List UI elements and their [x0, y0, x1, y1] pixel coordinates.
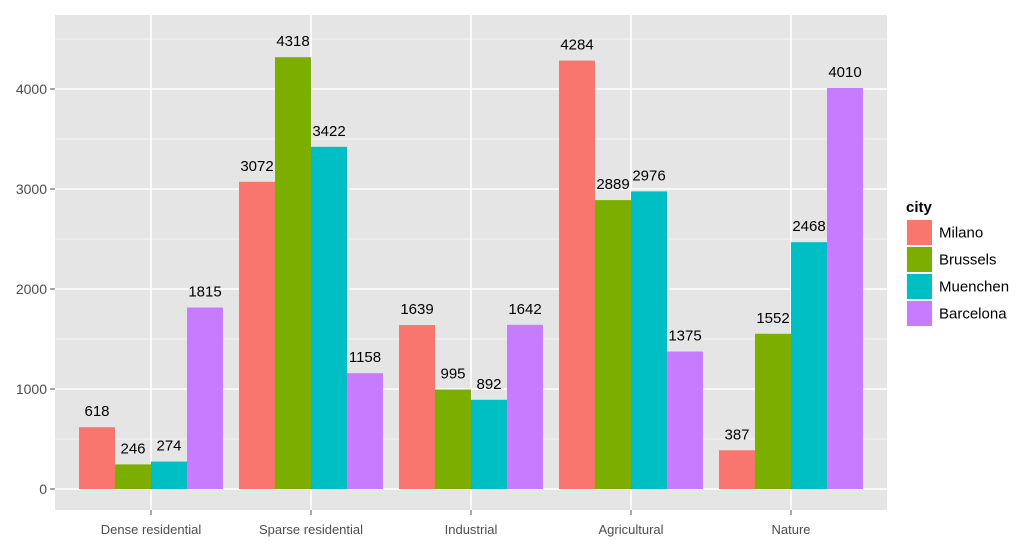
bar-value-label: 1639 [400, 301, 433, 318]
bar [559, 60, 595, 489]
bar [471, 399, 507, 489]
bar-value-label: 1642 [508, 301, 541, 318]
bar-value-label: 387 [724, 426, 749, 443]
bar [275, 57, 311, 489]
bar [239, 181, 275, 490]
bar [667, 351, 703, 489]
bar-value-label: 1375 [668, 328, 701, 345]
bar [719, 450, 755, 489]
bar [595, 200, 631, 489]
legend-label: Brussels [939, 252, 997, 269]
legend-label: Muenchen [939, 279, 1009, 296]
bar-value-label: 2468 [792, 218, 825, 235]
legend-item: Milano [905, 218, 983, 247]
bar [399, 325, 435, 489]
bar-value-label: 1552 [756, 310, 789, 327]
bar-value-label: 274 [156, 438, 181, 455]
x-tick-label: Industrial [445, 522, 498, 537]
legend-item: Barcelona [905, 299, 1007, 328]
bar [631, 191, 667, 489]
y-tick-label: 3000 [16, 181, 47, 197]
bar-value-labels: 618 246 274 1815 3072 4318 3422 1158 1639 995 892 1… [84, 33, 861, 457]
bars [79, 57, 863, 490]
y-tick-label: 0 [39, 481, 47, 497]
y-axis: 0 1000 2000 3000 4000 [16, 81, 55, 497]
bar [347, 373, 383, 489]
bar [827, 88, 863, 489]
y-tick-label: 4000 [16, 81, 47, 97]
legend-swatch [907, 301, 932, 326]
y-tick-label: 2000 [16, 281, 47, 297]
bar-value-label: 246 [120, 440, 145, 457]
legend-swatch [907, 220, 932, 245]
bar-value-label: 4010 [828, 64, 861, 81]
legend-label: Milano [939, 225, 983, 242]
bar-value-label: 4318 [276, 33, 309, 50]
bar-value-label: 2889 [596, 176, 629, 193]
legend: city Milano Brussels Muenchen Barcelona [905, 199, 1009, 328]
bar [311, 146, 347, 490]
x-tick-label: Agricultural [598, 522, 663, 537]
bar-value-label: 892 [476, 376, 501, 393]
legend-title: city [906, 199, 933, 216]
bar [755, 333, 791, 489]
bar-value-label: 618 [84, 403, 109, 420]
legend-item: Brussels [905, 245, 997, 274]
x-tick-label: Sparse residential [259, 522, 363, 537]
bar-value-label: 1158 [349, 349, 381, 366]
bar [79, 427, 115, 489]
legend-swatch [907, 247, 932, 272]
legend-label: Barcelona [939, 306, 1007, 323]
bar-value-label: 995 [440, 366, 465, 383]
y-tick-label: 1000 [16, 381, 47, 397]
x-axis: Dense residential Sparse residential Indus… [101, 510, 811, 537]
bar [151, 461, 187, 489]
legend-swatch [907, 274, 932, 299]
bar [187, 307, 223, 489]
legend-item: Muenchen [905, 272, 1009, 301]
bar [115, 464, 151, 489]
x-tick-label: Dense residential [101, 522, 202, 537]
bar-value-label: 3072 [240, 158, 273, 175]
bar [791, 242, 827, 489]
bar-value-label: 2976 [632, 167, 665, 184]
bar-value-label: 4284 [560, 37, 593, 54]
bar-value-label: 3422 [312, 123, 345, 140]
bar-value-label: 1815 [188, 284, 221, 301]
x-tick-label: Nature [771, 522, 810, 537]
bar [507, 324, 543, 489]
bar [435, 389, 471, 489]
